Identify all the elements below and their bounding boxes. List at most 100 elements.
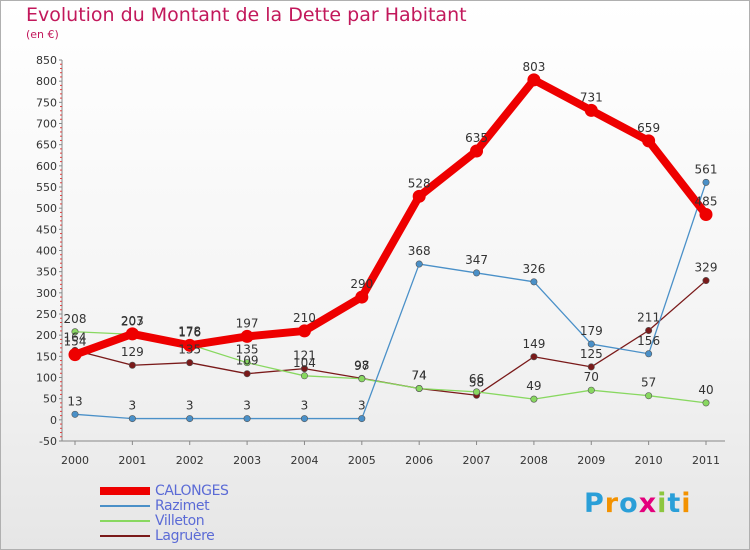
data-label: 13 <box>67 394 82 408</box>
legend-label: CALONGES <box>155 483 229 499</box>
x-tick-label: 2010 <box>635 454 663 467</box>
data-label: 164 <box>64 330 87 344</box>
data-label: 109 <box>236 354 259 368</box>
legend-item: Razimet <box>100 498 320 514</box>
x-tick-label: 2005 <box>348 454 376 467</box>
data-point <box>243 359 251 367</box>
y-tick-label: 650 <box>36 139 57 152</box>
legend-label: Razimet <box>155 498 210 514</box>
data-point <box>125 327 139 341</box>
data-label: 74 <box>412 369 427 383</box>
data-label: 66 <box>469 372 484 386</box>
legend-swatch <box>100 520 150 522</box>
data-point <box>358 375 366 383</box>
data-point <box>128 361 136 369</box>
y-tick-label: 700 <box>36 118 57 131</box>
data-point <box>300 365 308 373</box>
data-point <box>642 134 656 148</box>
data-point <box>587 340 595 348</box>
data-label: 3 <box>186 399 194 413</box>
data-label: 178 <box>178 324 201 338</box>
data-point <box>297 324 311 338</box>
legend-label: Lagruère <box>155 528 215 544</box>
x-tick-label: 2004 <box>290 454 318 467</box>
data-point <box>584 103 598 117</box>
axes: -50 0 50 100 150 200 250 300 350 400 450 500 550 600 6… <box>36 54 725 467</box>
data-label: 208 <box>64 312 87 326</box>
data-label: 329 <box>695 261 718 275</box>
data-label: 659 <box>637 121 660 135</box>
data-point <box>587 363 595 371</box>
x-tick-label: 2011 <box>692 454 720 467</box>
data-label: 731 <box>580 90 603 104</box>
chart-subtitle: (en €) <box>26 28 59 41</box>
x-tick-label: 2002 <box>176 454 204 467</box>
data-point <box>183 338 197 352</box>
data-point <box>71 410 79 418</box>
data-label: 179 <box>580 324 603 338</box>
chart-title: Evolution du Montant de la Dette par Hab… <box>26 4 467 26</box>
data-point <box>412 189 426 203</box>
legend: CALONGES Razimet Villeton Lagruère <box>100 483 320 544</box>
y-tick-label: 0 <box>50 414 57 427</box>
data-label: 368 <box>408 244 431 258</box>
brand-letter: i <box>681 488 692 519</box>
x-tick-label: 2009 <box>577 454 605 467</box>
data-label: 74 <box>412 369 427 383</box>
data-point <box>128 415 136 423</box>
legend-label: Villeton <box>155 513 205 529</box>
brand-letter: x <box>638 488 658 519</box>
brand-letter: t <box>667 488 682 519</box>
brand-letter: r <box>604 488 620 519</box>
data-label: 98 <box>354 358 369 372</box>
x-tick-label: 2007 <box>463 454 491 467</box>
data-label: 70 <box>584 370 599 384</box>
data-point <box>243 415 251 423</box>
x-tick-label: 2006 <box>405 454 433 467</box>
legend-swatch <box>100 505 150 507</box>
data-label: 135 <box>178 343 201 357</box>
y-tick-label: 150 <box>36 350 57 363</box>
data-label: 154 <box>64 335 87 349</box>
data-label: 561 <box>695 162 718 176</box>
data-point <box>645 350 653 358</box>
data-point <box>470 144 484 158</box>
series-lines <box>71 75 710 420</box>
data-point <box>702 178 710 186</box>
brand-logo: Proxiti <box>584 488 692 519</box>
series-line-0 <box>71 75 710 359</box>
data-label: 3 <box>301 399 309 413</box>
data-label: 290 <box>350 277 373 291</box>
data-point <box>243 370 251 378</box>
data-label: 3 <box>243 399 251 413</box>
y-tick-label: -50 <box>39 435 57 448</box>
data-point <box>186 359 194 367</box>
data-label: 211 <box>637 311 660 325</box>
data-point <box>699 208 713 222</box>
data-point <box>300 415 308 423</box>
data-label: 121 <box>293 349 316 363</box>
series-line-1 <box>74 181 707 420</box>
data-label: 129 <box>121 345 144 359</box>
y-tick-label: 850 <box>36 54 57 67</box>
data-label: 347 <box>465 253 488 267</box>
data-point <box>355 290 369 304</box>
data-label: 635 <box>465 131 488 145</box>
data-point <box>702 399 710 407</box>
data-point <box>587 386 595 394</box>
data-label: 3 <box>129 399 137 413</box>
data-label: 149 <box>522 337 545 351</box>
x-tick-label: 2008 <box>520 454 548 467</box>
data-label: 97 <box>354 359 369 373</box>
data-point <box>186 415 194 423</box>
data-label: 40 <box>698 383 713 397</box>
y-tick-label: 450 <box>36 223 57 236</box>
y-tick-label: 400 <box>36 245 57 258</box>
data-point <box>527 73 541 87</box>
legend-item: CALONGES <box>100 483 320 499</box>
data-point <box>68 348 82 362</box>
y-tick-label: 350 <box>36 266 57 279</box>
data-label: 210 <box>293 311 316 325</box>
y-tick-label: 550 <box>36 181 57 194</box>
y-tick-label: 750 <box>36 96 57 109</box>
